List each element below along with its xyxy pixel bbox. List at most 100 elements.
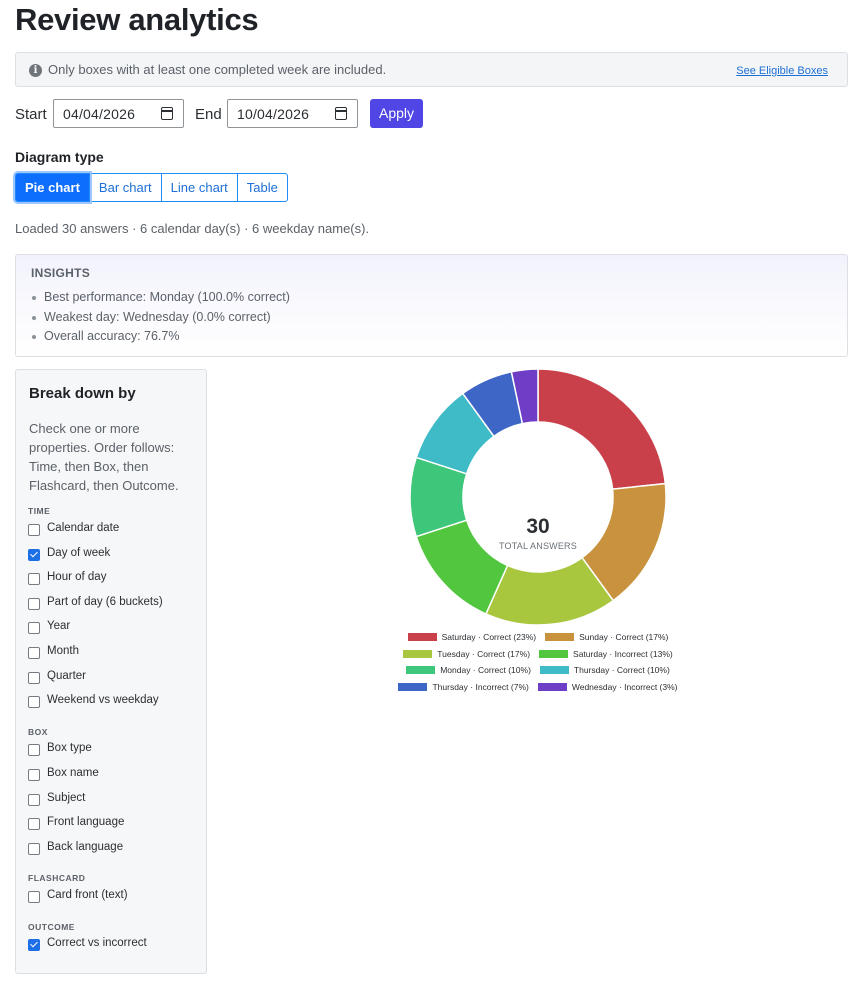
checkbox-label: Hour of day xyxy=(47,571,107,583)
legend-row: Thursday · Incorrect (7%) Wednesday · Inc… xyxy=(390,680,686,694)
pie-slice[interactable] xyxy=(537,368,667,490)
tab-table[interactable]: Table xyxy=(237,173,288,202)
checkbox-correct-vs-incorrect[interactable]: Correct vs incorrect xyxy=(28,937,203,953)
notice-text: Only boxes with at least one completed w… xyxy=(48,62,387,77)
legend-item[interactable]: Thursday · Correct (10%) xyxy=(539,663,670,677)
checkbox-label: Card front (text) xyxy=(47,889,128,901)
checkbox-label: Calendar date xyxy=(47,522,120,534)
checkbox-calendar-date[interactable]: Calendar date xyxy=(28,522,203,538)
checkbox-label: Box name xyxy=(47,767,99,779)
checkbox[interactable] xyxy=(28,939,40,951)
end-label: End xyxy=(195,106,222,123)
center-total-label: TOTAL ANSWERS xyxy=(499,541,577,551)
insight-item: Best performance: Monday (100.0% correct… xyxy=(31,290,290,310)
legend-label: Saturday · Correct (23%) xyxy=(441,632,537,642)
checkbox[interactable] xyxy=(28,672,40,684)
insights-title: INSIGHTS xyxy=(31,266,91,280)
legend-label: Sunday · Correct (17%) xyxy=(579,632,669,642)
legend-swatch xyxy=(537,682,567,691)
checkbox-subject[interactable]: Subject xyxy=(28,792,203,808)
legend-item[interactable]: Saturday · Correct (23%) xyxy=(407,630,537,644)
insight-item: Overall accuracy: 76.7% xyxy=(31,329,290,349)
checkbox-label: Correct vs incorrect xyxy=(47,937,147,949)
checkbox-box-type[interactable]: Box type xyxy=(28,742,203,758)
start-date-input[interactable]: 04/04/2026 xyxy=(53,99,184,128)
insights-panel: INSIGHTS Best performance: Monday (100.0… xyxy=(15,254,848,357)
checkbox-quarter[interactable]: Quarter xyxy=(28,670,203,686)
legend-swatch xyxy=(398,682,428,691)
checkbox-label: Box type xyxy=(47,742,92,754)
checkbox-box-name[interactable]: Box name xyxy=(28,767,203,783)
legend-swatch xyxy=(539,649,569,658)
donut-svg xyxy=(409,368,667,626)
legend-swatch xyxy=(407,633,437,641)
end-date-input[interactable]: 10/04/2026 xyxy=(227,99,358,128)
checkbox-part-of-day[interactable]: Part of day (6 buckets) xyxy=(28,596,203,612)
breakdown-sidebar: Break down by Check one or more properti… xyxy=(15,369,207,974)
group-label-flashcard: FLASHCARD xyxy=(28,873,86,883)
checkbox[interactable] xyxy=(28,769,40,781)
checkbox-card-front[interactable]: Card front (text) xyxy=(28,889,203,905)
start-date-value: 04/04/2026 xyxy=(63,106,136,122)
center-total-value: 30 xyxy=(526,515,550,538)
checkbox-back-language[interactable]: Back language xyxy=(28,841,203,857)
checkbox-label: Day of week xyxy=(47,547,111,559)
checkbox-hour-of-day[interactable]: Hour of day xyxy=(28,571,203,587)
legend-item[interactable]: Sunday · Correct (17%) xyxy=(545,630,668,644)
group-label-box: BOX xyxy=(28,727,48,737)
legend-item[interactable]: Thursday · Incorrect (7%) xyxy=(398,680,529,694)
legend-item[interactable]: Monday · Correct (10%) xyxy=(406,663,531,677)
pie-slice[interactable] xyxy=(510,368,539,425)
checkbox[interactable] xyxy=(28,598,40,610)
donut-chart: 30 TOTAL ANSWERS Saturday · Correct (23%… xyxy=(390,368,690,698)
info-icon: i xyxy=(29,64,42,77)
checkbox-weekend-vs-weekday[interactable]: Weekend vs weekday xyxy=(28,694,203,710)
checkbox[interactable] xyxy=(28,647,40,659)
checkbox-day-of-week[interactable]: Day of week xyxy=(28,547,203,563)
checkbox[interactable] xyxy=(28,549,40,561)
checkbox[interactable] xyxy=(28,622,40,634)
group-label-time: TIME xyxy=(28,506,51,516)
checkbox-label: Year xyxy=(47,620,71,632)
checkbox-front-language[interactable]: Front language xyxy=(28,816,203,832)
legend-item[interactable]: Saturday · Incorrect (13%) xyxy=(539,647,673,661)
checkbox[interactable] xyxy=(28,744,40,756)
legend-swatch xyxy=(545,633,575,641)
checkbox-month[interactable]: Month xyxy=(28,645,203,661)
legend-item[interactable]: Tuesday · Correct (17%) xyxy=(403,647,530,661)
tab-pie-chart[interactable]: Pie chart xyxy=(15,173,90,202)
checkbox[interactable] xyxy=(28,524,40,536)
checkbox[interactable] xyxy=(28,696,40,708)
legend-row: Tuesday · Correct (17%) Saturday · Incorr… xyxy=(390,647,686,661)
checkbox-label: Back language xyxy=(47,841,124,853)
calendar-icon[interactable] xyxy=(161,107,173,120)
diagram-type-selector: Pie chart Bar chart Line chart Table xyxy=(15,173,288,202)
checkbox-label: Front language xyxy=(47,816,125,828)
legend-label: Tuesday · Correct (17%) xyxy=(437,648,531,659)
apply-button[interactable]: Apply xyxy=(370,99,423,128)
checkbox-label: Quarter xyxy=(47,670,86,682)
see-eligible-boxes-link[interactable]: See Eligible Boxes xyxy=(736,65,828,77)
checkbox[interactable] xyxy=(28,573,40,585)
breakdown-title: Break down by xyxy=(29,385,136,402)
checkbox[interactable] xyxy=(28,891,40,903)
checkbox-label: Subject xyxy=(47,792,86,804)
checkbox-year[interactable]: Year xyxy=(28,620,203,636)
tab-line-chart[interactable]: Line chart xyxy=(161,173,238,202)
tab-bar-chart[interactable]: Bar chart xyxy=(89,173,162,202)
checkbox-label: Weekend vs weekday xyxy=(47,694,159,706)
checkbox[interactable] xyxy=(28,843,40,855)
legend-label: Thursday · Incorrect (7%) xyxy=(432,681,529,692)
group-label-outcome: OUTCOME xyxy=(28,922,75,932)
legend-swatch xyxy=(406,666,436,674)
start-label: Start xyxy=(15,106,47,123)
calendar-icon[interactable] xyxy=(335,107,347,120)
checkbox[interactable] xyxy=(28,818,40,830)
legend-item[interactable]: Wednesday · Incorrect (3%) xyxy=(537,680,678,694)
checkbox[interactable] xyxy=(28,794,40,806)
end-date-value: 10/04/2026 xyxy=(237,106,310,122)
insight-item: Weakest day: Wednesday (0.0% correct) xyxy=(31,310,290,330)
legend-label: Monday · Correct (10%) xyxy=(440,665,531,675)
insights-list: Best performance: Monday (100.0% correct… xyxy=(31,290,290,349)
legend-label: Saturday · Incorrect (13%) xyxy=(573,648,673,659)
